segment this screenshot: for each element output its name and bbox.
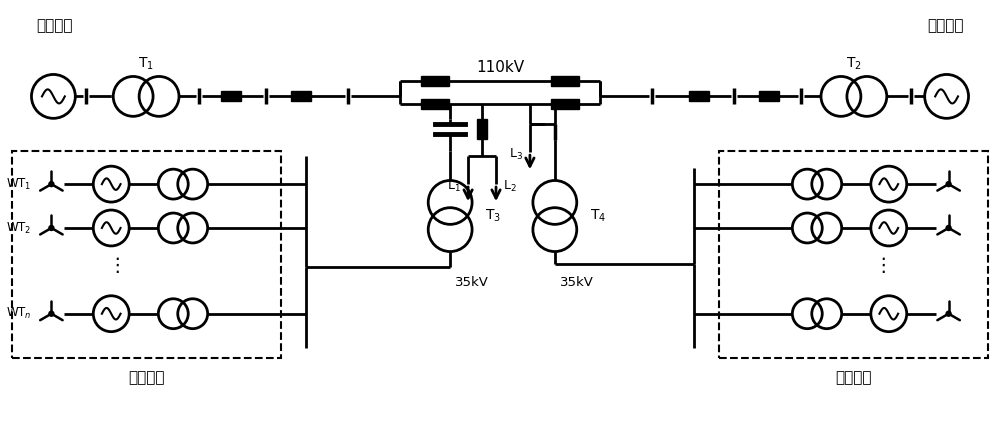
Bar xyxy=(689,91,709,101)
Text: 110kV: 110kV xyxy=(476,60,524,75)
Circle shape xyxy=(946,226,951,231)
Bar xyxy=(421,99,449,109)
Circle shape xyxy=(49,226,54,231)
Text: 火电厂一: 火电厂一 xyxy=(36,19,73,33)
Text: L$_2$: L$_2$ xyxy=(503,178,517,194)
Bar xyxy=(12,151,281,358)
Bar xyxy=(421,76,449,87)
Circle shape xyxy=(946,311,951,316)
Text: ⋮: ⋮ xyxy=(107,256,127,275)
Text: 35kV: 35kV xyxy=(560,277,594,289)
Text: 风电场一: 风电场一 xyxy=(128,371,164,385)
Bar xyxy=(291,91,311,101)
Text: L$_1$: L$_1$ xyxy=(447,178,461,194)
Text: WT$_2$: WT$_2$ xyxy=(6,220,31,235)
Text: T$_4$: T$_4$ xyxy=(590,208,606,224)
Text: T$_3$: T$_3$ xyxy=(485,208,501,224)
Text: ⋮: ⋮ xyxy=(873,256,893,275)
Circle shape xyxy=(49,182,54,186)
Circle shape xyxy=(49,311,54,316)
Bar xyxy=(719,151,988,358)
Text: 风电场二: 风电场二 xyxy=(836,371,872,385)
Bar xyxy=(551,99,579,109)
Text: 火电厂二: 火电厂二 xyxy=(927,19,964,33)
Text: L$_3$: L$_3$ xyxy=(509,147,523,162)
Bar xyxy=(221,91,241,101)
Bar xyxy=(551,76,579,87)
Text: T$_2$: T$_2$ xyxy=(846,55,862,72)
Text: T$_1$: T$_1$ xyxy=(138,55,154,72)
Text: WT$_1$: WT$_1$ xyxy=(6,177,31,192)
Text: WT$_n$: WT$_n$ xyxy=(6,306,31,321)
Bar xyxy=(759,91,779,101)
Bar xyxy=(477,120,487,139)
Circle shape xyxy=(946,182,951,186)
Text: 35kV: 35kV xyxy=(455,277,489,289)
